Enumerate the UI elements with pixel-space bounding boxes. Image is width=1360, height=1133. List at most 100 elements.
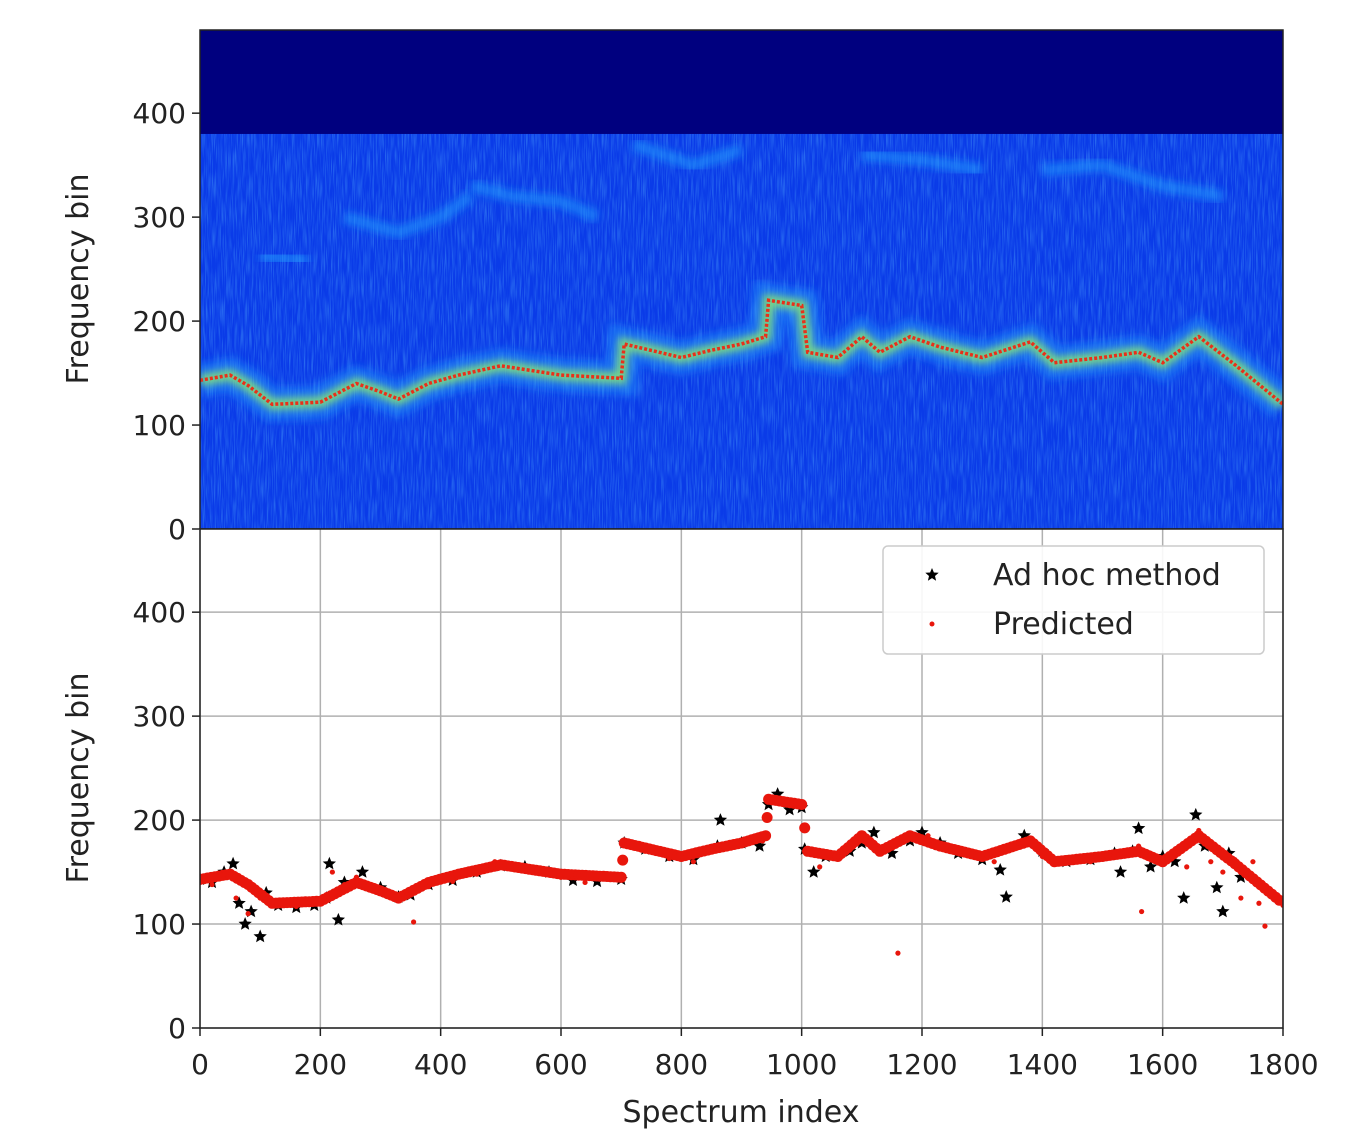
predicted-point [401,894,408,900]
x-tick-label: 800 [655,1048,708,1081]
predicted-point [1268,890,1274,896]
ad-hoc-point [752,839,767,852]
predicted-point [353,874,360,880]
predicted-point [768,798,775,804]
predicted-point [759,838,766,844]
predicted-band-dot [617,854,629,866]
ad-hoc-point [1131,821,1146,835]
predicted-point [1256,900,1262,906]
predicted-point [877,850,883,856]
predicted-point [1274,898,1280,904]
x-tick-label: 600 [534,1048,587,1081]
predicted-point [666,855,672,862]
predicted-point [1111,853,1118,860]
predicted-point [895,950,901,956]
faint-track [1041,159,1224,203]
predicted-point [1220,869,1226,875]
ad-hoc-point [867,825,881,839]
x-tick-label: 200 [294,1048,347,1081]
predicted-point [1160,856,1166,863]
predicted-point [582,879,588,886]
ad-hoc-point [993,863,1007,876]
predicted-point [714,846,721,852]
predicted-point [622,842,628,848]
predicted-point [510,862,516,868]
predicted-point [293,903,299,909]
ad-hoc-point [355,865,370,878]
predicted-band-dot [796,799,808,810]
ad-hoc-point [1189,807,1203,821]
ad-hoc-point [1168,854,1182,868]
spectrogram-ylabel: Frequency bin [61,174,96,385]
ad-hoc-point [253,929,267,943]
faint-track [469,180,600,223]
x-tick-label: 400 [414,1048,467,1081]
predicted-point [1238,895,1244,901]
y-tick-label: 0 [168,513,186,546]
ad-hoc-point [1113,865,1128,878]
legend-entry-predicted: Predicted [993,607,1134,642]
ad-hoc-point [232,896,246,909]
faint-track [342,191,475,240]
predicted-point [245,911,251,917]
predicted-point [690,859,696,865]
scatter-xlabel: Spectrum index [623,1095,860,1130]
predicted-point [233,895,239,901]
predicted-point [1063,859,1069,865]
y-tick-label: 400 [133,596,186,629]
y-tick-label: 100 [133,409,186,442]
predicted-point [907,836,913,842]
y-tick-label: 400 [133,97,186,130]
x-tick-label: 1800 [1247,1048,1318,1081]
predicted-point [221,871,227,877]
predicted-point [642,848,648,854]
scatter-frame [199,528,1284,1029]
predicted-point [1039,853,1045,860]
series-predicted [200,793,1283,956]
ad-hoc-point [1210,880,1224,894]
y-tick-label: 300 [133,700,186,733]
predicted-band-dot [761,812,773,823]
predicted-point [341,881,347,888]
y-tick-label: 200 [133,804,186,837]
predicted-point [1184,864,1190,870]
x-tick-label: 1600 [1127,1048,1198,1081]
predicted-point [558,874,564,880]
predicted-band-dot [799,822,811,834]
ridge-peak [200,298,1283,407]
ad-hoc-point [885,846,899,859]
legend-box [882,545,1265,655]
x-tick-label: 0 [191,1048,209,1081]
ad-hoc-point [331,912,345,926]
x-tick-label: 1400 [1007,1048,1078,1081]
spectrogram-faint-tracks [259,138,1224,267]
faint-track [259,249,309,267]
predicted-point [1208,859,1214,865]
ad-hoc-point [999,890,1013,903]
predicted-point [991,859,997,865]
ad-hoc-point [238,917,252,930]
spectrogram-y-axis: 0 100 200 300 400 [133,97,200,546]
predicted-point [317,900,323,906]
x-tick-label: 1200 [886,1048,957,1081]
predicted-point [426,884,432,890]
predicted-point [474,871,480,877]
predicted-point [1232,856,1238,863]
scatter-y-axis: 0 100 200 300 400 [133,596,200,1045]
ad-hoc-point [322,856,336,870]
predicted-point [618,874,624,880]
predicted-point [967,853,973,860]
spectrogram-masked-band [200,30,1283,134]
ad-hoc-point [1216,904,1230,918]
legend-entry-ad-hoc-method: Ad hoc method [993,558,1221,593]
predicted-point [269,902,275,908]
predicted-point [738,842,745,848]
ad-hoc-point [783,802,797,816]
predicted-point [793,801,799,808]
predicted-point [410,919,417,925]
ad-hoc-point [226,856,240,870]
predicted-point [802,848,808,854]
faint-track [861,148,984,177]
predicted-point [534,867,540,873]
